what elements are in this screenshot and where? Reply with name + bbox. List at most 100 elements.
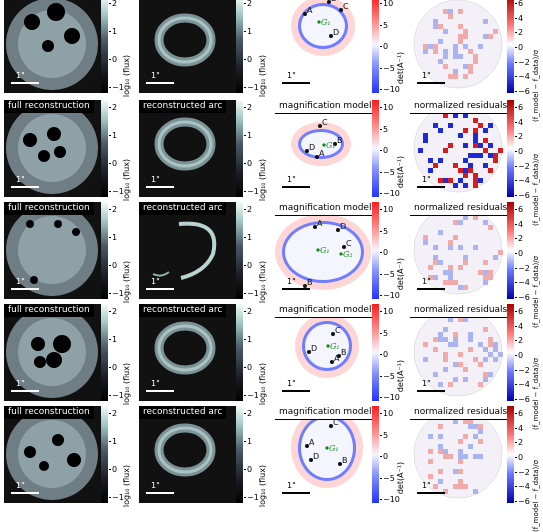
- image-position-label: D: [309, 143, 315, 152]
- colorbar-tick-label: −1: [244, 391, 259, 400]
- residual-colorbar: [507, 406, 514, 503]
- colorbar-tick-label: −2: [515, 467, 530, 477]
- colorbar-tick-label: −5: [380, 371, 395, 381]
- image-position-label: D: [313, 452, 319, 461]
- residual-colorbar: [507, 304, 514, 401]
- colorbar-tick-label: −10: [380, 85, 400, 94]
- scale-bar-label: 1": [422, 379, 431, 388]
- scale-bar: [417, 82, 445, 84]
- colorbar-tick-label: −4: [515, 482, 530, 492]
- colorbar-tick-label: −2: [515, 365, 530, 375]
- figure-row: full reconstruction 1" 2 1 0 −1 log₁₀ (flux) re…: [0, 202, 543, 328]
- colorbar-label: det(A⁻¹): [396, 461, 405, 495]
- scale-bar-label: 1": [16, 481, 25, 490]
- colorbar-tick-label: 4: [514, 423, 524, 433]
- image-position-label: A: [334, 354, 340, 363]
- colorbar-tick-label: 2: [514, 234, 524, 244]
- lensed-arc: [178, 221, 217, 280]
- colorbar-tick-label: −10: [380, 291, 400, 300]
- full-reconstruction-image: [6, 306, 98, 398]
- colorbar-tick-label: 10: [379, 0, 394, 8]
- colorbar-tick-label: 4: [514, 219, 524, 229]
- image-position-label: A: [307, 6, 313, 15]
- scale-bar: [282, 82, 310, 84]
- reconstructed-arc-panel: reconstructed arc 1": [139, 202, 236, 299]
- scale-bar: [11, 186, 39, 188]
- figure-row: full reconstruction 1" 2 1 0 −1 log₁₀ (flux) re…: [0, 100, 543, 226]
- image-position-marker: [336, 228, 340, 232]
- image-position-marker: [307, 350, 311, 354]
- panel-title: full reconstruction: [4, 202, 94, 215]
- panel-title: reconstructed arc: [139, 304, 227, 317]
- figure-row: full reconstruction 1" 2 1 0 −1 log₁₀ (flux) re…: [0, 406, 543, 532]
- colorbar-tick-label: 0: [108, 363, 118, 372]
- full-reconstruction-panel: full reconstruction 1": [4, 202, 101, 299]
- colorbar-tick-label: 0: [108, 159, 118, 168]
- lens-galaxy-label: G₁: [330, 342, 340, 351]
- scale-bar-label: 1": [151, 379, 160, 388]
- colorbar-tick-label: 5: [379, 430, 389, 440]
- masked-region: [47, 127, 61, 141]
- colorbar-tick-label: 1: [108, 131, 118, 140]
- colorbar-tick-label: 10: [379, 103, 394, 112]
- image-position-label: D: [340, 222, 346, 231]
- residual-map: [413, 205, 503, 295]
- panel-title: normalized residuals: [410, 202, 507, 216]
- scale-bar: [146, 492, 174, 494]
- colorbar-label: log₁₀ (flux): [258, 464, 267, 508]
- image-position-marker: [329, 424, 333, 428]
- scale-bar-label: 1": [151, 277, 160, 286]
- image-position-marker: [339, 8, 343, 12]
- image-position-label: D: [311, 344, 317, 353]
- colorbar-label: log₁₀ (flux): [122, 158, 131, 202]
- magnification-colorbar: [372, 202, 379, 299]
- colorbar-tick-label: 2: [243, 205, 253, 214]
- colorbar-label: log₁₀ (flux): [258, 260, 267, 304]
- panel-title: reconstructed arc: [139, 406, 227, 419]
- magnification-model-panel: A B C D G₁ magnification model 1": [275, 304, 372, 401]
- colorbar-tick-label: 1: [243, 233, 253, 242]
- normalized-residuals-panel: normalized residuals 1": [410, 202, 507, 299]
- colorbar-label: det(A⁻¹): [396, 359, 405, 393]
- flux-colorbar: [236, 0, 243, 93]
- colorbar-tick-label: 0: [514, 147, 524, 156]
- full-reconstruction-image: [6, 0, 98, 90]
- colorbar-label: det(A⁻¹): [396, 257, 405, 291]
- colorbar-label: (f_model − f_data)/σ: [532, 459, 540, 532]
- panel-title: full reconstruction: [4, 100, 94, 113]
- flux-colorbar: [101, 202, 108, 299]
- full-reconstruction-panel: full reconstruction 1": [4, 100, 101, 197]
- colorbar-tick-label: −6: [515, 293, 530, 302]
- lens-galaxy-marker: [322, 143, 326, 147]
- colorbar-label: det(A⁻¹): [396, 155, 405, 189]
- colorbar-tick-label: 0: [514, 351, 524, 360]
- colorbar-tick-label: −6: [515, 497, 530, 506]
- colorbar-tick-label: 2: [108, 307, 118, 316]
- colorbar-tick-label: −2: [515, 57, 530, 67]
- masked-region: [47, 3, 65, 21]
- colorbar-tick-label: 1: [243, 27, 253, 36]
- reconstructed-arc-panel: reconstructed arc 1": [139, 406, 236, 503]
- colorbar-tick-label: 0: [243, 55, 253, 64]
- image-position-marker: [333, 142, 337, 146]
- colorbar-label: log₁₀ (flux): [122, 362, 131, 406]
- residual-colorbar: [507, 0, 514, 93]
- colorbar-label: log₁₀ (flux): [122, 260, 131, 304]
- colorbar-tick-label: −1: [109, 493, 124, 502]
- image-position-label: C: [322, 118, 328, 127]
- image-position-label: C: [333, 418, 339, 427]
- colorbar-tick-label: 4: [514, 13, 524, 23]
- colorbar-tick-label: 0: [514, 249, 524, 258]
- colorbar-tick-label: 1: [108, 437, 118, 446]
- colorbar-tick-label: 0: [379, 350, 389, 359]
- figure-row: full reconstruction 1" 2 1 0 −1 log₁₀ (flux) re…: [0, 304, 543, 430]
- scale-bar: [11, 288, 39, 290]
- masked-region: [52, 434, 64, 446]
- panel-title: magnification model: [275, 202, 372, 216]
- image-position-label: C: [346, 239, 352, 248]
- masked-region: [26, 220, 34, 228]
